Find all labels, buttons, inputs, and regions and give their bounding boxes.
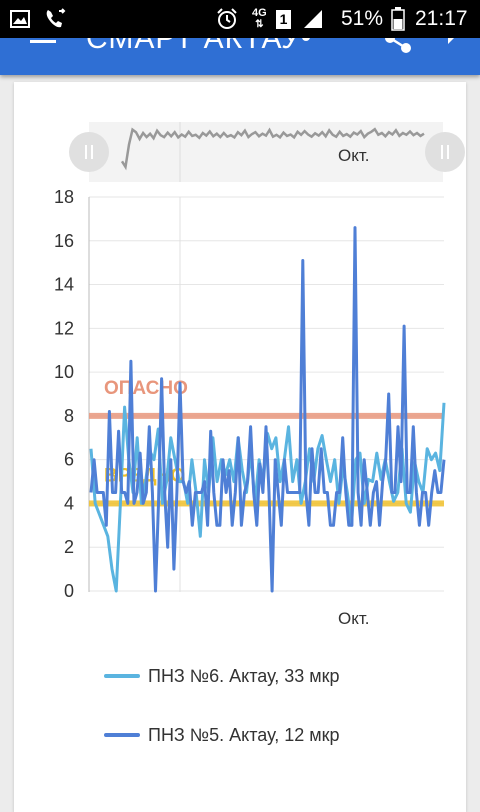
network-arrows-icon: ⇅: [255, 19, 264, 30]
navigator-background: [89, 122, 443, 182]
network-type-text: 4G: [252, 7, 267, 19]
y-tick-label: 0: [64, 581, 74, 601]
threshold-label: ОПАСНО: [104, 378, 188, 399]
legend-item-series-6[interactable]: ПНЗ №6. Актау, 33 мкр: [104, 661, 340, 691]
navigator-handle-right[interactable]: [425, 132, 465, 172]
legend-label-series-6: ПНЗ №6. Актау, 33 мкр: [148, 665, 340, 686]
sim-badge: 1: [276, 0, 291, 38]
y-axis-ticks: 0 2 4 6 8 10 12 14 16 18: [54, 187, 74, 601]
y-tick-label: 12: [54, 318, 74, 338]
threshold-line: [89, 412, 444, 419]
threshold-line: [89, 500, 444, 507]
legend-swatch-series-5: [104, 733, 140, 737]
network-type-label: 4G ⇅: [252, 0, 267, 38]
y-tick-label: 14: [54, 275, 74, 295]
chat-icon[interactable]: [446, 38, 474, 57]
chart-card: Окт. 0 2 4 6 8 10 12 14 16 18 ОПАСНО ВРЕДНО Окт. П…: [14, 82, 466, 812]
sim-number: 1: [276, 9, 291, 29]
series-line-pnz-5[interactable]: [89, 226, 446, 593]
navigator-series-line: [120, 127, 425, 171]
clock: 21:17: [415, 7, 468, 30]
menu-icon[interactable]: [30, 38, 58, 51]
app-title: СМАРТ АКТАУ: [86, 38, 302, 55]
series-lines: [89, 226, 446, 593]
image-icon: [10, 0, 30, 38]
status-bar: 4G ⇅ 1 51% 21:17: [0, 0, 480, 38]
y-tick-label: 16: [54, 231, 74, 251]
app-bar: СМАРТ АКТАУ: [0, 38, 480, 75]
y-tick-label: 6: [64, 450, 74, 470]
legend-swatch-series-6: [104, 674, 140, 678]
battery-percent: 51%: [341, 7, 384, 30]
y-tick-label: 2: [64, 537, 74, 557]
legend-label-series-5: ПНЗ №5. Актау, 12 мкр: [148, 724, 340, 745]
call-forward-icon: [44, 0, 68, 38]
battery-icon: [391, 0, 405, 38]
range-navigator[interactable]: Окт.: [69, 122, 465, 182]
legend-item-series-5[interactable]: ПНЗ №5. Актау, 12 мкр: [104, 720, 340, 750]
alarm-icon: [216, 0, 238, 38]
share-icon[interactable]: [384, 38, 412, 59]
y-tick-label: 4: [64, 493, 74, 513]
y-tick-label: 8: [64, 406, 74, 426]
signal-icon: [302, 0, 324, 38]
dropdown-indicator-icon[interactable]: [300, 38, 312, 51]
navigator-handle-left[interactable]: [69, 132, 109, 172]
y-tick-label: 10: [54, 362, 74, 382]
x-tick-label: Окт.: [338, 609, 369, 628]
y-tick-label: 18: [54, 187, 74, 207]
navigator-month-label: Окт.: [338, 146, 369, 165]
